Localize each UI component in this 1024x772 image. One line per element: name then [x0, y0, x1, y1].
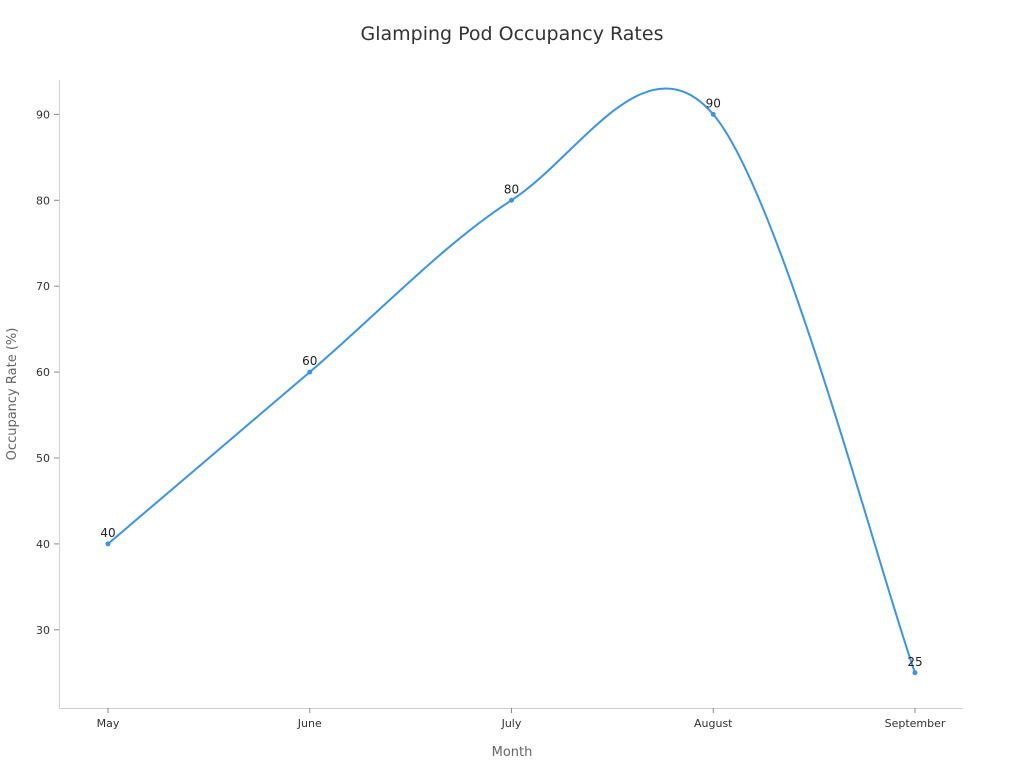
data-point — [509, 197, 514, 203]
data-label: 25 — [907, 655, 922, 669]
x-axis-label: Month — [492, 745, 533, 760]
x-tick-label: June — [297, 717, 322, 730]
data-label: 40 — [100, 526, 115, 540]
y-tick-label: 40 — [36, 538, 50, 551]
y-tick-label: 50 — [36, 452, 50, 465]
y-tick-label: 70 — [36, 280, 50, 293]
x-tick-label: September — [885, 717, 946, 730]
data-label: 60 — [302, 354, 317, 368]
x-tick-label: August — [694, 717, 733, 730]
data-point — [710, 111, 716, 117]
data-point — [307, 369, 313, 375]
y-tick-label: 30 — [36, 624, 50, 637]
data-point — [912, 670, 918, 676]
y-tick-label: 90 — [36, 108, 50, 121]
x-tick-label: May — [97, 717, 120, 730]
y-tick-label: 60 — [36, 366, 50, 379]
data-label: 80 — [504, 182, 519, 196]
y-tick-label: 80 — [36, 194, 50, 207]
y-axis-label: Occupancy Rate (%) — [5, 328, 20, 461]
series-line — [107, 87, 916, 674]
x-tick-label: July — [501, 717, 522, 730]
data-point — [105, 541, 111, 547]
data-label: 90 — [706, 96, 721, 110]
chart-title: Glamping Pod Occupancy Rates — [361, 23, 664, 45]
